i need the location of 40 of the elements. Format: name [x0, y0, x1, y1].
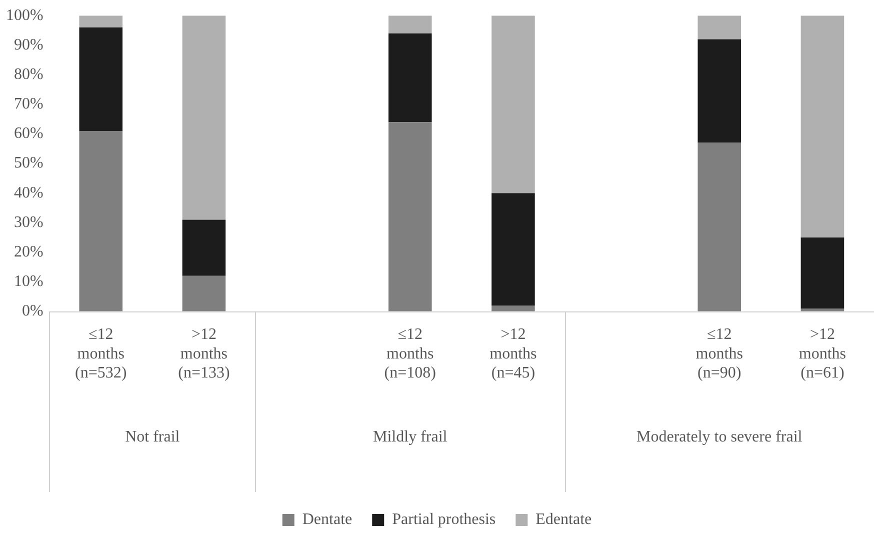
- x-tick-label: >12 months (n=61): [798, 326, 846, 382]
- legend-label: Dentate: [302, 511, 352, 528]
- y-tick-label: 100%: [6, 6, 44, 24]
- bar: [698, 142, 742, 312]
- bar: [182, 220, 226, 276]
- x-tick-label: ≤12 months (n=532): [75, 326, 127, 382]
- bar: [79, 27, 123, 131]
- y-tick-label: 20%: [14, 243, 44, 260]
- legend-label: Edentate: [536, 511, 592, 528]
- text: Mildly frail: [373, 428, 448, 446]
- y-tick-label: 40%: [14, 184, 44, 202]
- bar: [698, 16, 742, 40]
- text: Moderately to severe frail: [636, 428, 803, 446]
- bar: [698, 39, 742, 143]
- bar: [800, 237, 844, 308]
- y-tick-label: 0%: [22, 302, 44, 320]
- x-tick-label: >12 months (n=45): [490, 326, 537, 382]
- bar: [388, 33, 432, 122]
- bar: [492, 305, 535, 312]
- y-tick-label: 60%: [14, 125, 44, 142]
- x-tick-label: ≤12 months (n=108): [384, 326, 436, 382]
- bar: [388, 122, 432, 312]
- x-tick-label: ≤12 months (n=90): [696, 326, 743, 382]
- bar: [492, 16, 535, 194]
- bar: [79, 16, 123, 28]
- y-tick-label: 90%: [14, 36, 44, 54]
- bar: [800, 16, 844, 238]
- y-tick-label: 30%: [14, 214, 44, 231]
- y-tick-label: 70%: [14, 96, 44, 113]
- bar: [492, 193, 535, 306]
- x-tick-label: >12 months (n=133): [178, 326, 230, 382]
- bar: [388, 16, 432, 34]
- y-tick-label: 50%: [14, 154, 44, 172]
- bar: [182, 16, 226, 220]
- y-tick-label: 10%: [14, 273, 44, 290]
- legend-label: Partial prothesis: [392, 511, 496, 528]
- y-tick-label: 80%: [14, 66, 44, 83]
- text: Not frail: [125, 428, 180, 446]
- bar: [79, 130, 123, 312]
- bar: [182, 276, 226, 312]
